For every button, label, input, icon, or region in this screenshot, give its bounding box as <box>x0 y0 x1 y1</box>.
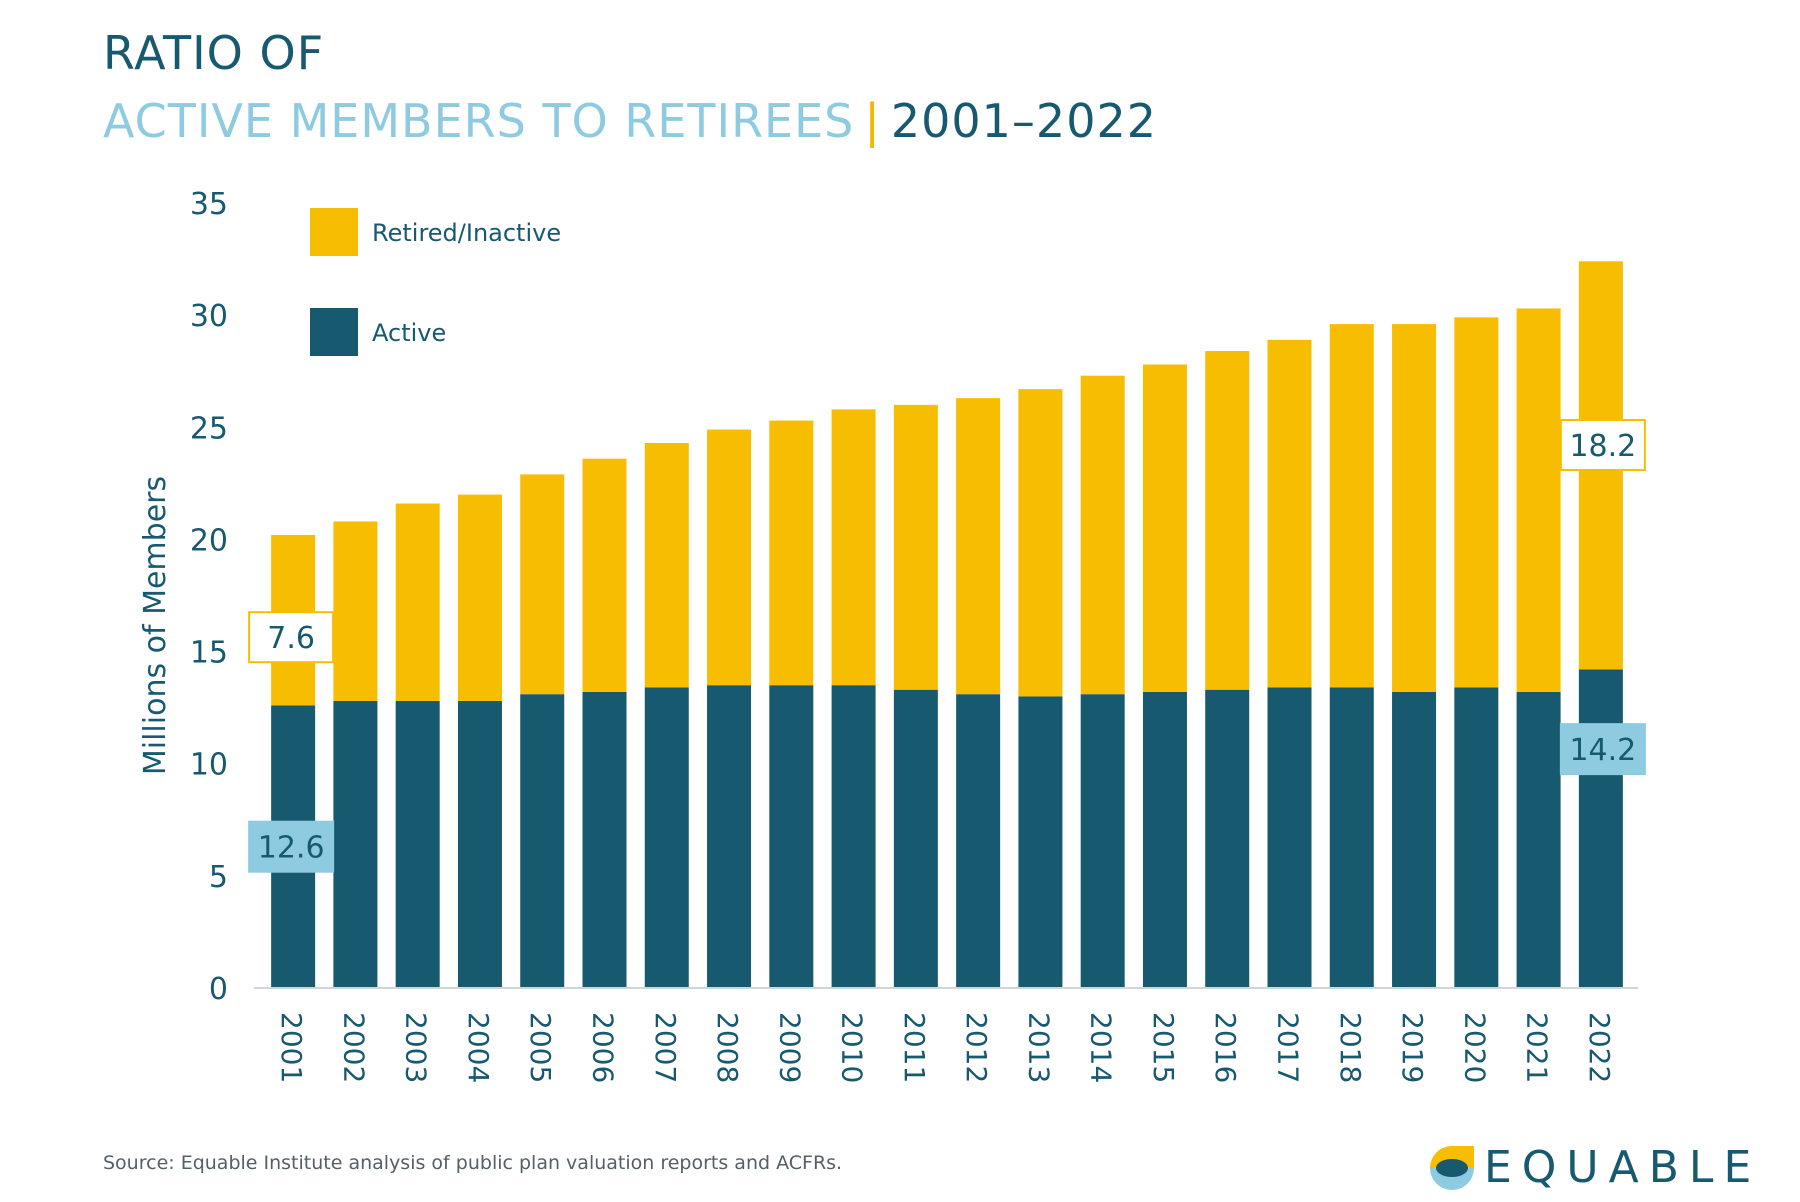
data-label: 18.2 <box>1569 429 1636 464</box>
x-tick-label: 2010 <box>836 1012 869 1083</box>
data-label-box <box>248 611 335 664</box>
x-tick-label: 2011 <box>898 1012 931 1083</box>
bar-retired-2015 <box>1142 364 1187 692</box>
bar-active-2015 <box>1142 691 1187 988</box>
bar-active-2016 <box>1205 689 1250 988</box>
bar-retired-2010 <box>831 409 876 686</box>
bar-retired-2002 <box>333 521 378 701</box>
y-axis-label: Millions of Members <box>138 476 173 775</box>
data-label-box <box>248 820 335 873</box>
bar-active-2017 <box>1267 687 1312 988</box>
x-tick-label: 2016 <box>1209 1012 1242 1083</box>
chart-subtitle: ACTIVE MEMBERS TO RETIREES | 2001–2022 <box>103 94 1157 148</box>
bar-retired-2008 <box>707 429 752 686</box>
bar-retired-2011 <box>893 404 938 690</box>
chart-title: RATIO OF <box>103 26 325 80</box>
bar-retired-2016 <box>1205 351 1250 690</box>
x-tick-label: 2012 <box>960 1012 993 1083</box>
bar-active-2014 <box>1080 694 1125 988</box>
data-label-box <box>1559 419 1646 472</box>
data-label: 12.6 <box>258 831 325 866</box>
x-tick-label: 2001 <box>275 1012 308 1083</box>
y-tick-label: 30 <box>190 299 228 334</box>
legend-label: Retired/Inactive <box>372 219 561 247</box>
bar-active-2018 <box>1329 687 1374 988</box>
bar-retired-2018 <box>1329 324 1374 688</box>
bar-retired-2013 <box>1018 389 1063 697</box>
bar-active-2007 <box>644 687 689 988</box>
equable-logo-icon <box>1430 1146 1474 1190</box>
x-tick-label: 2007 <box>649 1012 682 1083</box>
bar-active-2021 <box>1516 691 1561 988</box>
y-tick-label: 35 <box>190 187 228 222</box>
bar-retired-2009 <box>769 420 814 686</box>
y-tick-label: 20 <box>190 523 228 558</box>
x-tick-label: 2019 <box>1396 1012 1429 1083</box>
data-label: 14.2 <box>1569 733 1636 768</box>
bar-active-2008 <box>707 685 752 988</box>
x-tick-label: 2009 <box>773 1012 806 1083</box>
bar-active-2010 <box>831 685 876 988</box>
y-tick-label: 5 <box>209 860 228 895</box>
bar-active-2022 <box>1578 669 1623 988</box>
x-tick-label: 2006 <box>587 1012 620 1083</box>
bar-active-2013 <box>1018 696 1063 988</box>
bar-active-2003 <box>395 700 440 988</box>
bar-retired-2017 <box>1267 339 1312 688</box>
legend-swatch <box>310 208 358 256</box>
bar-retired-2020 <box>1454 317 1499 688</box>
y-tick-label: 25 <box>190 411 228 446</box>
bar-active-2011 <box>893 689 938 988</box>
x-tick-label: 2022 <box>1583 1012 1616 1083</box>
bar-active-2019 <box>1392 691 1437 988</box>
bar-retired-2005 <box>520 474 565 695</box>
bar-active-2005 <box>520 694 565 988</box>
x-tick-label: 2008 <box>711 1012 744 1083</box>
x-tick-label: 2015 <box>1147 1012 1180 1083</box>
stacked-bar-chart: 0 5 10 15 20 25 30 35 Millions of Members 2001 200… <box>138 187 1646 1083</box>
x-tick-label: 2002 <box>337 1012 370 1083</box>
bar-retired-2003 <box>395 503 440 701</box>
legend-label: Active <box>372 319 446 347</box>
bar-retired-2021 <box>1516 308 1561 692</box>
logo-text: EQUABLE <box>1484 1142 1762 1193</box>
x-tick-label: 2020 <box>1458 1012 1491 1083</box>
bar-retired-2019 <box>1392 324 1437 692</box>
bar-active-2002 <box>333 700 378 988</box>
equable-logo: EQUABLE <box>1426 1138 1766 1198</box>
x-tick-label: 2013 <box>1022 1012 1055 1083</box>
bar-retired-2007 <box>644 442 689 688</box>
bar-active-2009 <box>769 685 814 988</box>
legend-swatch <box>310 308 358 356</box>
subtitle-text: ACTIVE MEMBERS TO RETIREES <box>103 94 855 148</box>
data-label-box <box>1559 723 1646 776</box>
bar-retired-2012 <box>956 398 1001 695</box>
x-tick-label: 2018 <box>1334 1012 1367 1083</box>
y-tick-label: 15 <box>190 636 228 671</box>
subtitle-separator: | <box>864 94 881 148</box>
data-label: 7.6 <box>267 621 315 656</box>
x-tick-label: 2014 <box>1085 1012 1118 1083</box>
bar-active-2004 <box>457 700 502 988</box>
x-tick-label: 2005 <box>524 1012 557 1083</box>
bar-active-2012 <box>956 694 1001 988</box>
x-tick-label: 2021 <box>1521 1012 1554 1083</box>
bar-retired-2006 <box>582 458 627 692</box>
bar-retired-2014 <box>1080 375 1125 695</box>
x-tick-label: 2017 <box>1272 1012 1305 1083</box>
x-tick-label: 2004 <box>462 1012 495 1083</box>
source-note: Source: Equable Institute analysis of pu… <box>103 1152 843 1174</box>
bar-active-2006 <box>582 691 627 988</box>
x-tick-label: 2003 <box>400 1012 433 1083</box>
bar-retired-2004 <box>457 494 502 701</box>
subtitle-years: 2001–2022 <box>890 94 1157 148</box>
y-tick-label: 10 <box>190 748 228 783</box>
bar-active-2020 <box>1454 687 1499 988</box>
y-tick-label: 0 <box>209 972 228 1007</box>
